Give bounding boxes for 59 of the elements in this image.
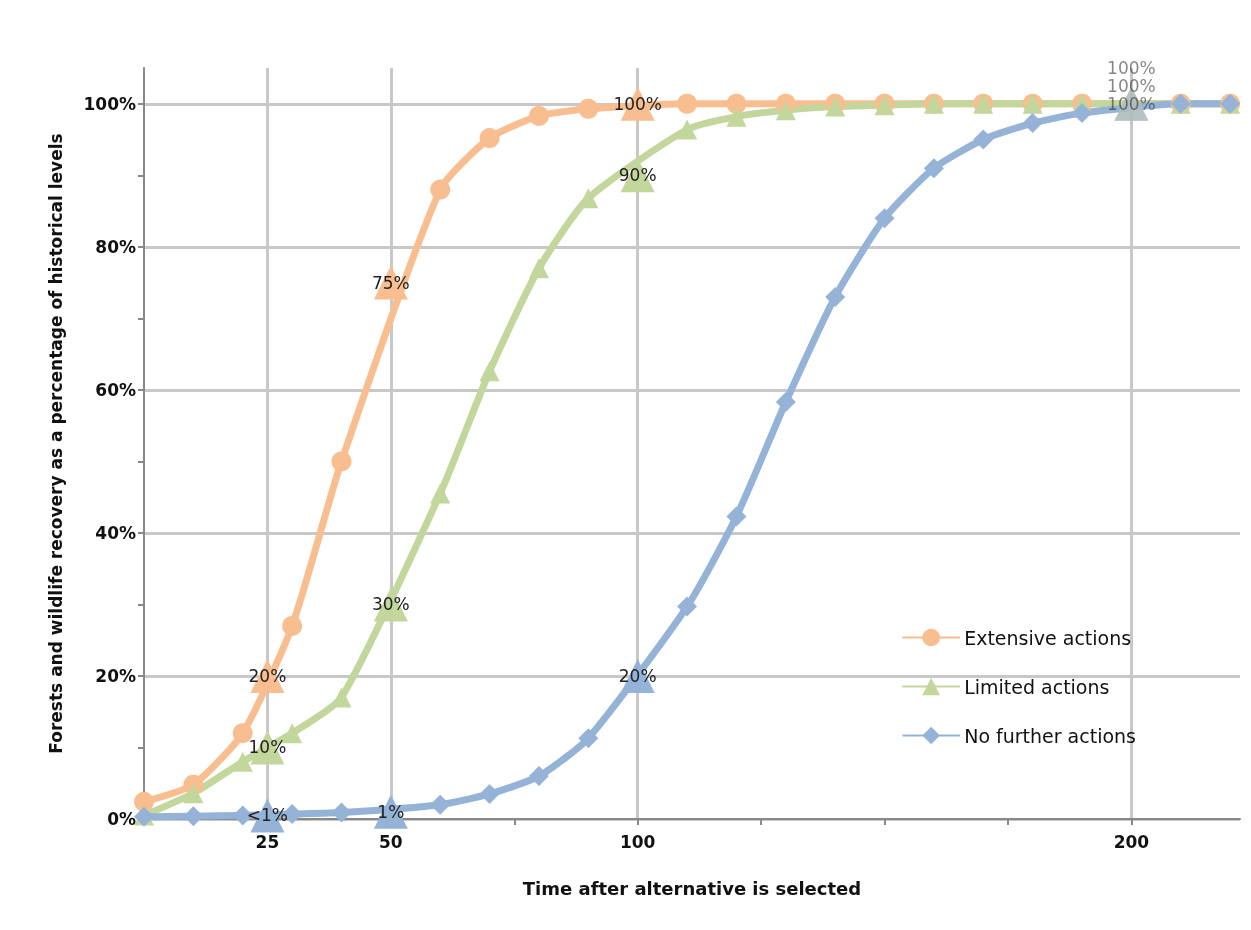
- point: [578, 728, 599, 749]
- point: [923, 158, 944, 179]
- data-label: 30%: [371, 594, 410, 615]
- data-label: 100%: [1107, 75, 1156, 96]
- point: [479, 128, 500, 149]
- x-tick-label: 25: [255, 831, 280, 852]
- point: [134, 791, 154, 812]
- data-label: 100%: [1107, 93, 1156, 114]
- data-label: <1%: [246, 805, 289, 826]
- y-axis-title: Forests and wildlife recovery as a percentage of historical levels: [45, 133, 66, 754]
- point: [825, 286, 846, 307]
- data-label: 100%: [613, 93, 662, 114]
- data-label: 20%: [248, 665, 287, 686]
- point: [528, 766, 549, 787]
- data-label: 100%: [1107, 57, 1156, 78]
- point: [479, 361, 500, 382]
- point: [775, 392, 796, 413]
- data-label: 10%: [248, 737, 287, 758]
- x-tick-label: 200: [1113, 831, 1150, 852]
- point: [775, 100, 796, 121]
- point: [726, 93, 747, 114]
- x-tick-label: 100: [619, 831, 656, 852]
- point: [430, 794, 451, 815]
- point: [430, 483, 451, 504]
- y-tick-label: 100%: [83, 93, 136, 114]
- point: [1072, 103, 1093, 124]
- point: [183, 783, 204, 804]
- point: [232, 751, 253, 772]
- data-label: 20%: [618, 665, 657, 686]
- point: [282, 615, 303, 636]
- point: [528, 258, 549, 279]
- point: [183, 806, 204, 827]
- data-label: 1%: [377, 801, 405, 822]
- point: [677, 119, 698, 140]
- y-tick-label: 0%: [107, 809, 136, 829]
- point: [677, 93, 698, 114]
- y-tick-label: 80%: [95, 236, 136, 257]
- point: [430, 179, 451, 200]
- legend-label: Limited actions: [964, 675, 1110, 698]
- y-tick-label: 60%: [95, 379, 136, 400]
- x-axis-title: Time after alternative is selected: [522, 877, 862, 899]
- legend-label: No further actions: [964, 724, 1137, 747]
- point: [1022, 113, 1043, 134]
- point: [479, 783, 500, 804]
- point: [874, 208, 895, 229]
- point: [528, 105, 549, 126]
- x-tick-label: 50: [379, 831, 403, 852]
- point: [331, 802, 352, 823]
- point: [331, 451, 352, 472]
- point: [726, 506, 747, 527]
- y-tick-label: 40%: [95, 522, 136, 543]
- legend-label: Extensive actions: [964, 626, 1132, 649]
- point: [677, 596, 698, 617]
- point: [726, 106, 747, 127]
- y-tick-label: 20%: [95, 665, 136, 686]
- point: [578, 98, 599, 119]
- data-label: 75%: [371, 272, 410, 293]
- point: [973, 129, 994, 150]
- data-label: 90%: [618, 165, 657, 186]
